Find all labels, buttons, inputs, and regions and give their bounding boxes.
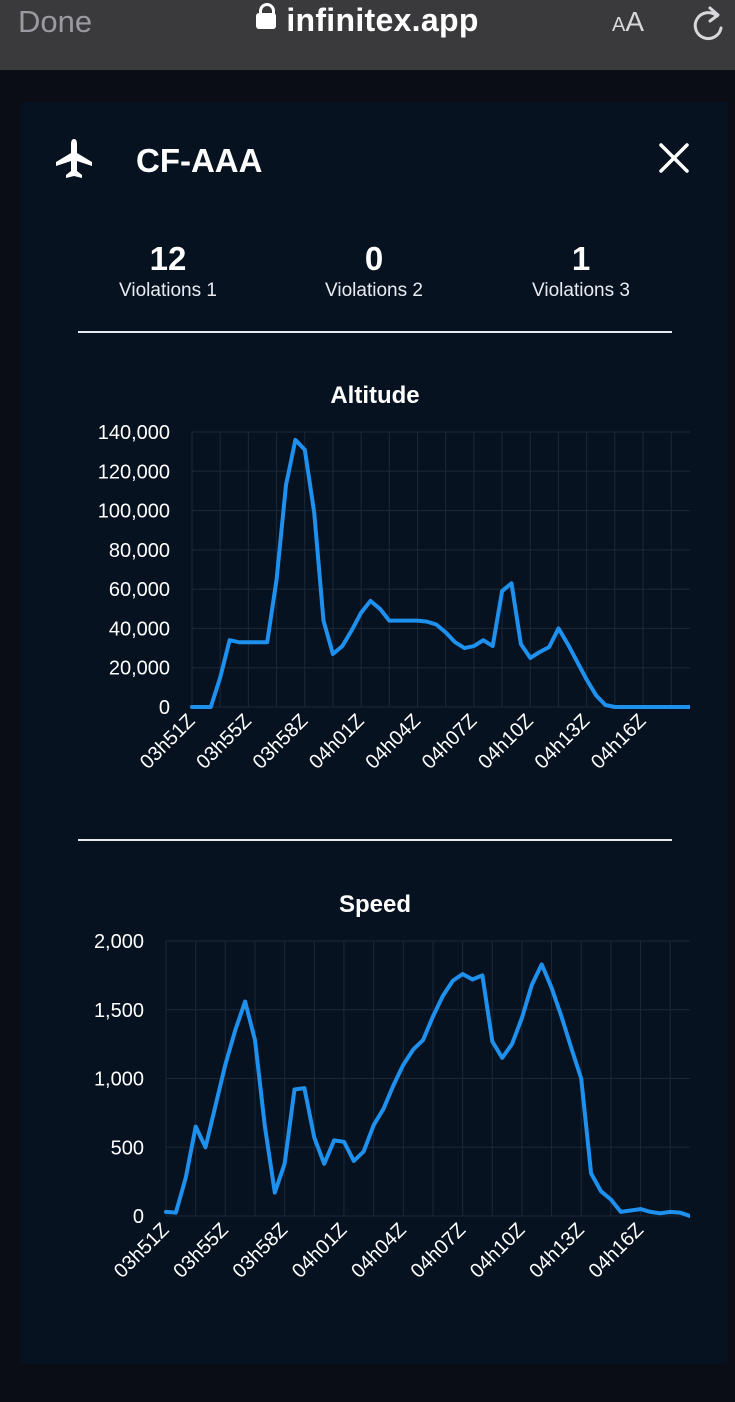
speed-chart: Speed 0 500 1,000 1,500 2,000 03h51Z 03h55Z 03h… <box>60 891 690 1351</box>
y-tick-label: 140,000 <box>98 422 170 444</box>
reload-icon[interactable] <box>690 4 726 44</box>
y-tick-label: 20,000 <box>109 658 170 680</box>
stat-violations-1: 12 Violations 1 <box>78 240 258 302</box>
x-tick-label: 03h55Z <box>192 710 256 774</box>
x-tick-label: 04h01Z <box>288 1219 352 1283</box>
x-tick-label: 04h01Z <box>305 710 369 774</box>
text-size-button[interactable]: AA <box>612 6 644 38</box>
chart-title: Altitude <box>330 382 420 409</box>
browser-toolbar: Done infinitex.app AA <box>0 0 735 70</box>
text-size-small-glyph: A <box>612 14 626 36</box>
stat-value: 1 <box>571 240 591 277</box>
divider <box>78 839 672 841</box>
speed-chart-svg: 05001,0001,5002,00003h51Z03h55Z03h58Z04h… <box>94 931 690 1283</box>
stat-value: 0 <box>364 240 384 277</box>
x-tick-label: 04h13Z <box>525 1219 589 1283</box>
x-tick-label: 03h51Z <box>110 1219 174 1283</box>
x-tick-label: 04h16Z <box>585 1219 649 1283</box>
x-tick-label: 04h13Z <box>531 710 595 774</box>
aircraft-registration: CF-AAA <box>136 142 263 179</box>
y-tick-label: 40,000 <box>109 618 170 640</box>
x-tick-label: 04h04Z <box>347 1219 411 1283</box>
altitude-chart: Altitude 0 20,000 40,000 60,000 80,000 100,00… <box>60 382 690 822</box>
x-tick-label: 03h55Z <box>169 1219 233 1283</box>
y-tick-label: 1,000 <box>94 1069 144 1091</box>
stat-violations-2: 0 Violations 2 <box>284 240 464 302</box>
y-tick-label: 0 <box>133 1206 144 1228</box>
x-tick-label: 04h07Z <box>418 710 482 774</box>
close-icon[interactable] <box>658 142 690 174</box>
y-tick-label: 80,000 <box>109 540 170 562</box>
y-tick-label: 100,000 <box>98 501 170 523</box>
done-button[interactable]: Done <box>18 4 93 39</box>
series-line <box>164 962 690 1218</box>
divider <box>78 331 672 333</box>
airplane-icon <box>56 139 92 178</box>
stat-label: Violations 1 <box>119 280 217 301</box>
x-tick-label: 04h16Z <box>587 710 651 774</box>
x-tick-label: 03h58Z <box>249 710 313 774</box>
y-tick-label: 1,500 <box>94 1000 144 1022</box>
y-tick-label: 120,000 <box>98 461 170 483</box>
y-tick-label: 2,000 <box>94 931 144 953</box>
altitude-chart-svg: 0 20,000 40,000 60,000 80,000 100,000 120,000 1… <box>98 422 690 774</box>
lock-icon <box>256 3 277 29</box>
x-tick-label: 03h58Z <box>229 1219 293 1283</box>
x-tick-label: 03h51Z <box>136 710 200 774</box>
text-size-big-glyph: A <box>625 6 645 37</box>
address-bar[interactable]: infinitex.app <box>0 2 735 39</box>
series-line <box>190 437 690 709</box>
x-tick-label: 04h10Z <box>466 1219 530 1283</box>
stat-label: Violations 3 <box>532 280 630 301</box>
y-tick-label: 60,000 <box>109 579 170 601</box>
chart-title: Speed <box>338 891 412 918</box>
stat-violations-3: 1 Violations 3 <box>491 240 671 302</box>
stat-value: 12 <box>149 240 187 277</box>
stat-label: Violations 2 <box>325 280 423 301</box>
x-tick-label: 04h07Z <box>407 1219 471 1283</box>
x-tick-label: 04h04Z <box>362 710 426 774</box>
y-tick-label: 0 <box>159 697 170 719</box>
y-tick-label: 500 <box>111 1137 144 1159</box>
url-text: infinitex.app <box>286 2 479 38</box>
aircraft-detail-panel: CF-AAA 12 Violations 1 0 Violations 2 1 … <box>20 102 728 1364</box>
x-tick-label: 04h10Z <box>474 710 538 774</box>
